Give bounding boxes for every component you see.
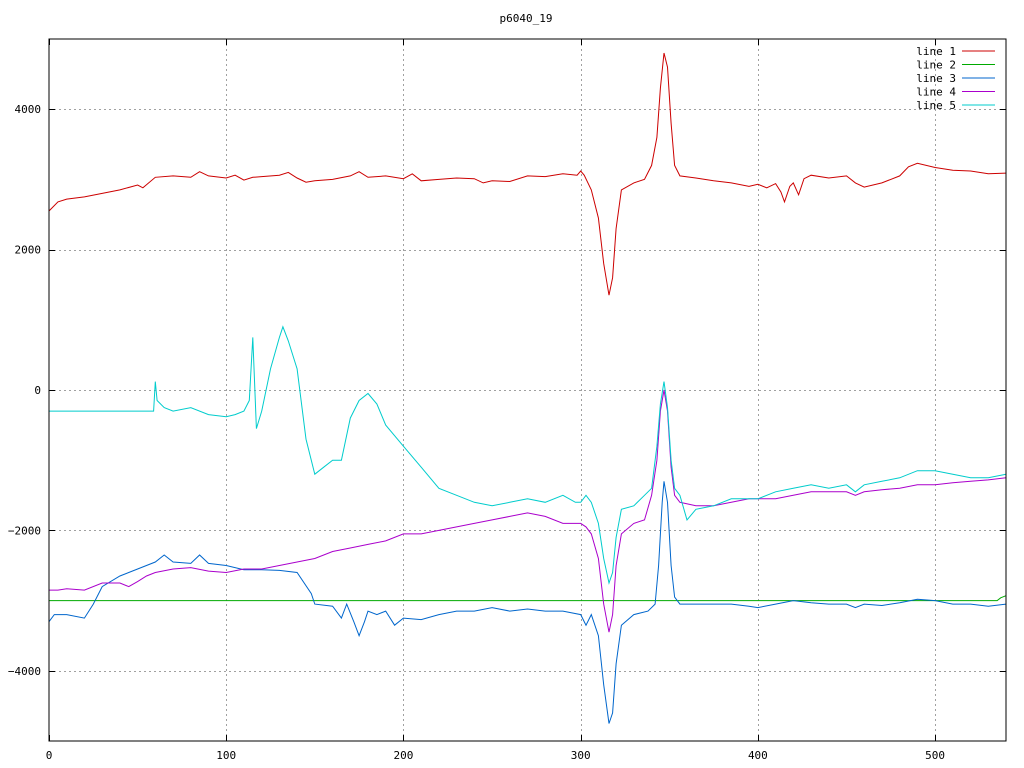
y-tick-label: 4000: [15, 103, 42, 116]
tick-labels: 0 100 200 300 400 500 −4000 −2000 0 2000 4000: [8, 103, 945, 762]
y-tick-label: 0: [34, 384, 41, 397]
series-line-1: [48, 52, 1007, 296]
series-line-3: [48, 481, 1007, 724]
legend-label: line 5: [916, 99, 956, 112]
series-line-2: [49, 595, 1007, 602]
legend-label: line 3: [916, 72, 956, 85]
x-tick-label: 100: [216, 749, 236, 762]
x-tick-label: 200: [394, 749, 414, 762]
series-lines: [48, 52, 1007, 724]
legend-label: line 4: [916, 86, 956, 99]
legend-label: line 2: [916, 59, 956, 72]
legend-label: line 1: [916, 45, 956, 58]
y-tick-label: 2000: [15, 244, 42, 257]
x-tick-label: 500: [925, 749, 945, 762]
x-tick-label: 0: [46, 749, 53, 762]
grid-lines: [49, 39, 1006, 741]
plot-frame: [48, 38, 1007, 742]
series-line-4: [49, 389, 1007, 633]
y-tick-label: −4000: [8, 665, 41, 678]
y-tick-label: −2000: [8, 524, 41, 537]
x-tick-label: 300: [571, 749, 591, 762]
chart-title: p6040_19: [500, 12, 553, 25]
series-line-5: [49, 325, 1007, 585]
axis-ticks: [49, 39, 1006, 741]
x-tick-label: 400: [748, 749, 768, 762]
